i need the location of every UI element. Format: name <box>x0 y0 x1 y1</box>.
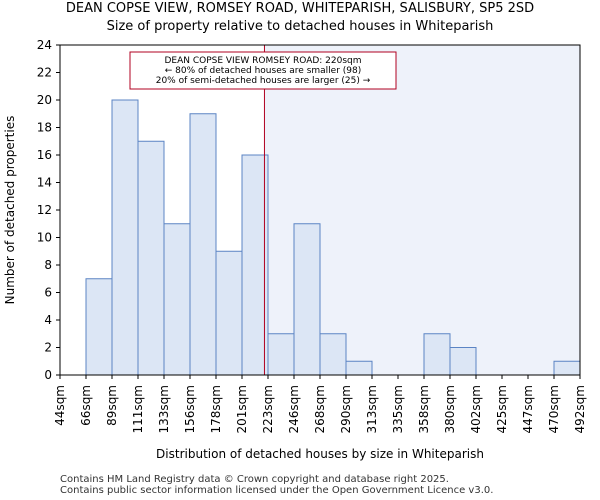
x-tick-label: 313sqm <box>365 385 379 433</box>
footer-line-2: Contains public sector information licen… <box>60 485 494 496</box>
bar-358sqm <box>423 333 451 376</box>
annotation-line-3: 20% of semi-detached houses are larger (… <box>156 76 371 86</box>
bar-89sqm <box>111 99 139 376</box>
annotation-line-1: DEAN COPSE VIEW ROMSEY ROAD: 220sqm <box>164 56 361 66</box>
x-tick-label: 66sqm <box>79 385 93 426</box>
x-tick-label: 246sqm <box>287 385 301 433</box>
annotation-box <box>129 51 397 90</box>
bar-470sqm <box>553 360 581 376</box>
x-tick-label: 290sqm <box>339 385 353 433</box>
y-tick-label: 18 <box>37 121 52 135</box>
bar-133sqm <box>163 223 191 376</box>
bar-178sqm <box>215 250 243 376</box>
y-tick-label: 16 <box>37 148 52 162</box>
y-tick-label: 22 <box>37 66 52 80</box>
x-tick-label: 447sqm <box>521 385 535 433</box>
x-tick-label: 178sqm <box>209 385 223 433</box>
x-axis-label: Distribution of detached houses by size … <box>156 447 484 461</box>
bar-380sqm <box>449 347 477 376</box>
x-tick-label: 223sqm <box>261 385 275 433</box>
y-tick-label: 20 <box>37 93 52 107</box>
bar-290sqm <box>345 360 373 376</box>
x-tick-label: 335sqm <box>391 385 405 433</box>
y-tick-label: 10 <box>37 231 52 245</box>
x-tick-label: 44sqm <box>53 385 67 426</box>
x-tick-label: 89sqm <box>105 385 119 426</box>
x-tick-label: 156sqm <box>183 385 197 433</box>
bar-66sqm <box>85 278 113 376</box>
x-axis-ticks: 44sqm 66sqm 89sqm 111sqm 133sqm 156sqm 178sqm 2… <box>53 375 587 433</box>
chart-subtitle: Size of property relative to detached ho… <box>106 19 494 34</box>
x-tick-label: 268sqm <box>313 385 327 433</box>
y-tick-label: 14 <box>37 176 52 190</box>
x-tick-label: 358sqm <box>417 385 431 433</box>
x-tick-label: 402sqm <box>469 385 483 433</box>
annotation-line-2: ← 80% of detached houses are smaller (98… <box>165 66 362 76</box>
footer-line-1: Contains HM Land Registry data © Crown c… <box>60 474 449 485</box>
x-tick-label: 111sqm <box>131 385 145 433</box>
bar-223sqm <box>267 333 295 376</box>
y-tick-label: 0 <box>44 368 52 382</box>
x-tick-label: 133sqm <box>157 385 171 433</box>
y-tick-label: 24 <box>37 38 52 52</box>
x-tick-label: 425sqm <box>495 385 509 433</box>
y-tick-label: 8 <box>44 258 52 272</box>
y-tick-label: 12 <box>37 203 52 217</box>
bar-246sqm <box>293 223 321 376</box>
x-tick-label: 470sqm <box>547 385 561 433</box>
bar-268sqm <box>319 333 347 376</box>
y-tick-label: 4 <box>44 313 52 327</box>
chart-title: DEAN COPSE VIEW, ROMSEY ROAD, WHITEPARIS… <box>65 1 535 16</box>
y-tick-label: 2 <box>44 341 52 355</box>
x-tick-label: 380sqm <box>443 385 457 433</box>
x-tick-label: 201sqm <box>235 385 249 433</box>
bar-111sqm <box>137 140 165 376</box>
y-axis-label: Number of detached properties <box>3 116 17 305</box>
y-tick-label: 6 <box>44 286 52 300</box>
bar-156sqm <box>189 113 217 376</box>
bars-group <box>85 99 581 376</box>
marker-annotation: DEAN COPSE VIEW ROMSEY ROAD: 220sqm ← 80… <box>129 51 397 90</box>
x-tick-label: 492sqm <box>573 385 587 433</box>
